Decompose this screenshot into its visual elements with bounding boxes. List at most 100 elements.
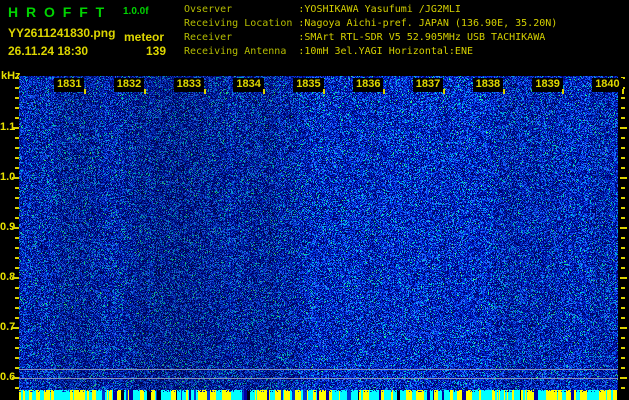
right-axis-tick <box>621 97 625 99</box>
right-axis-tick <box>620 177 627 179</box>
station-info-label: Receiving Antenna <box>184 46 299 57</box>
spectrogram-plot: 1831 1832 1833 1834 1835 1836 1837 1838 1839 1840 <box>19 76 625 400</box>
left-axis-tick <box>12 227 19 229</box>
left-axis-tick <box>15 357 19 359</box>
left-axis-tick <box>12 127 19 129</box>
freq-tick-label: 1.1 <box>0 121 16 133</box>
left-axis-tick <box>15 337 19 339</box>
right-axis-tick <box>620 127 627 129</box>
minute-tick <box>263 89 266 94</box>
left-axis-tick <box>12 377 19 379</box>
right-axis-tick <box>620 227 627 229</box>
left-axis-tick <box>15 197 19 199</box>
right-axis-tick <box>620 327 627 329</box>
station-info-row: Receiving Antenna :10mH 3el.YAGI Horizon… <box>184 45 557 59</box>
right-axis-tick <box>621 347 625 349</box>
minute-tick <box>84 89 86 94</box>
time-tick-label: 1839 <box>532 78 563 92</box>
right-axis-tick <box>621 87 625 89</box>
station-info-label: Receiving Location <box>184 18 299 29</box>
freq-axis-unit-label: kHz <box>1 70 21 82</box>
left-axis-tick <box>12 177 19 179</box>
left-axis-tick <box>15 217 19 219</box>
left-axis-tick <box>15 387 19 389</box>
left-axis-tick <box>15 287 19 289</box>
station-info-value: :10mH 3el.YAGI Horizontal:ENE <box>298 46 473 57</box>
right-axis-tick <box>621 367 625 369</box>
right-axis-tick <box>621 387 625 389</box>
left-axis-tick <box>15 137 19 139</box>
freq-tick-label: 0.7 <box>0 321 16 333</box>
right-axis-tick <box>621 77 625 79</box>
right-axis-tick <box>621 157 625 159</box>
right-axis-tick <box>621 147 625 149</box>
time-tick-label: 1833 <box>173 78 205 92</box>
left-axis-tick <box>12 327 19 329</box>
right-axis-tick <box>621 317 625 319</box>
time-tick-label: 1835 <box>293 78 324 92</box>
freq-tick-label: 0.6 <box>0 371 16 383</box>
left-axis-tick <box>15 77 19 79</box>
station-info-row: Receiving Location :Nagoya Aichi-pref. J… <box>184 17 557 31</box>
left-axis-tick <box>15 167 19 169</box>
right-axis-tick <box>620 377 627 379</box>
left-axis-tick <box>15 347 19 349</box>
freq-tick-label: 1.0 <box>0 171 16 183</box>
time-tick-label: 1837 <box>412 78 444 92</box>
app-title: H R O F F T <box>8 4 107 20</box>
time-tick-label: 1834 <box>233 78 264 92</box>
right-axis-tick <box>621 207 625 209</box>
right-axis-tick <box>621 187 625 189</box>
freq-tick-label: 0.9 <box>0 221 16 233</box>
left-axis-tick <box>15 297 19 299</box>
right-axis-tick <box>621 167 625 169</box>
left-axis-tick <box>15 207 19 209</box>
minute-tick <box>143 89 146 94</box>
right-axis-tick <box>621 267 625 269</box>
app-version: 1.0.0f <box>123 6 149 17</box>
time-tick-label: 1838 <box>472 78 504 92</box>
left-axis-tick <box>15 317 19 319</box>
right-axis-tick <box>621 287 625 289</box>
minute-tick <box>502 89 505 94</box>
left-axis-tick <box>15 97 19 99</box>
left-axis-tick <box>15 147 19 149</box>
station-info-label: Ovserver <box>184 4 299 15</box>
right-axis-tick <box>621 197 625 199</box>
left-axis-tick <box>15 157 19 159</box>
right-axis-tick <box>621 297 625 299</box>
station-info-value: :SMArt RTL-SDR V5 52.905MHz USB TACHIKAW… <box>298 32 546 43</box>
time-tick-label: 1831 <box>54 78 85 92</box>
minute-tick <box>442 89 445 94</box>
right-axis-tick <box>621 257 625 259</box>
left-axis-tick <box>15 267 19 269</box>
time-tick-label: 1832 <box>113 78 145 92</box>
time-tick-label: 1840 <box>592 78 623 92</box>
station-info-value: :Nagoya Aichi-pref. JAPAN (136.90E, 35.2… <box>298 18 558 29</box>
station-info-block: Ovserver :YOSHIKAWA Yasufumi /JG2MLI Rece… <box>184 3 557 59</box>
left-axis-tick <box>15 87 19 89</box>
station-info-row: Ovserver :YOSHIKAWA Yasufumi /JG2MLI <box>184 3 557 17</box>
echo-count: 139 <box>145 44 166 58</box>
freq-tick-label: 0.8 <box>0 271 16 283</box>
spectrogram-noise-canvas <box>19 76 618 390</box>
left-axis-tick <box>12 277 19 279</box>
left-axis-tick <box>15 117 19 119</box>
station-info-value: :YOSHIKAWA Yasufumi /JG2MLI <box>298 4 461 15</box>
right-axis-tick <box>620 277 627 279</box>
minute-tick <box>622 89 625 94</box>
minute-tick <box>383 89 385 94</box>
activity-ribbon-canvas <box>19 390 618 400</box>
left-axis-tick <box>15 237 19 239</box>
output-filename: YY2611241830.png <box>8 26 116 40</box>
right-axis-tick <box>621 137 625 139</box>
left-axis-tick <box>15 107 19 109</box>
right-axis-tick <box>621 337 625 339</box>
station-info-label: Receiver <box>184 32 299 43</box>
right-axis-tick <box>621 247 625 249</box>
mode-label: meteor <box>124 30 165 44</box>
carrier-line-lower <box>19 378 618 379</box>
minute-tick <box>562 89 565 94</box>
minute-tick <box>323 89 326 94</box>
station-info-row: Receiver :SMArt RTL-SDR V5 52.905MHz USB… <box>184 31 557 45</box>
